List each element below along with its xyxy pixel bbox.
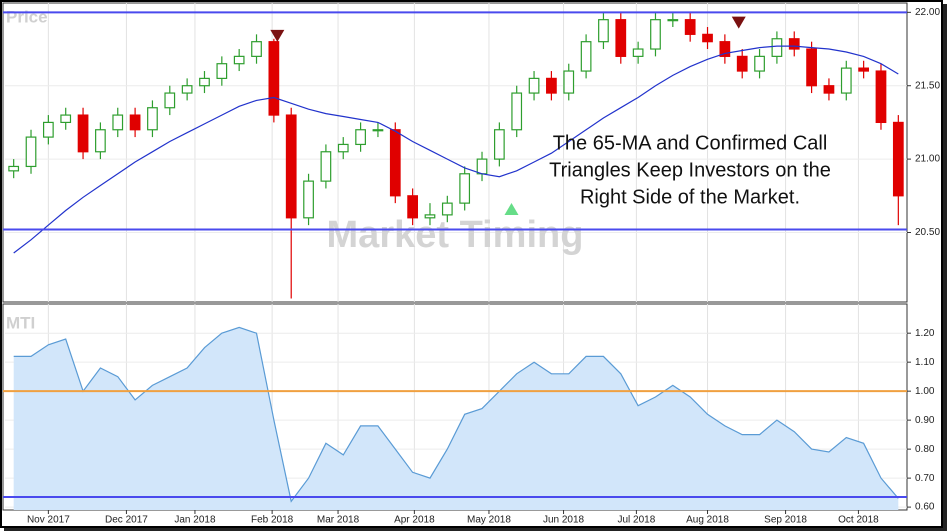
annotation: Triangles Keep Investors on the <box>549 159 831 181</box>
candle-body <box>147 107 158 131</box>
candle-body <box>129 114 141 131</box>
signal-triangle <box>731 16 746 29</box>
candle-body <box>459 173 471 204</box>
x-tick-label: Apr 2018 <box>394 515 435 526</box>
candle-body <box>580 41 592 72</box>
candle-body <box>875 70 887 124</box>
x-tick-label: Jul 2018 <box>617 515 655 526</box>
y-tick-label: 1.00 <box>915 386 935 397</box>
x-tick-label: May 2018 <box>467 515 511 526</box>
candle-body <box>546 77 557 94</box>
candle-body <box>771 38 783 57</box>
candle-body <box>667 19 679 22</box>
candle-body <box>441 202 453 216</box>
x-tick-label: Nov 2017 <box>27 515 70 526</box>
candle-body <box>95 129 106 153</box>
y-tick-label: 20.50 <box>915 227 940 238</box>
candle-body <box>823 85 835 94</box>
y-tick-label: 0.90 <box>915 415 935 426</box>
candle-body <box>615 19 627 57</box>
candle-body <box>251 41 262 57</box>
candle-body <box>511 92 523 131</box>
candle-body <box>702 33 713 43</box>
candle-body <box>268 41 280 116</box>
y-tick-label: 0.80 <box>915 444 935 455</box>
y-tick-label: 21.00 <box>915 154 940 165</box>
candle-body <box>806 48 817 87</box>
signal-triangle <box>504 203 519 216</box>
candle-body <box>216 63 228 79</box>
x-tick-label: Oct 2018 <box>838 515 879 526</box>
candle-body <box>598 19 609 43</box>
watermark: Market Timing <box>327 214 584 256</box>
x-tick-label: Mar 2018 <box>317 515 360 526</box>
candle-body <box>563 70 575 94</box>
candle-body <box>892 121 904 197</box>
signal-triangle <box>270 29 285 42</box>
candle-body <box>77 114 89 153</box>
area-fill <box>13 327 899 510</box>
candle-body <box>389 129 401 197</box>
candle-body <box>840 67 852 94</box>
candle-body <box>199 77 210 87</box>
candle-body <box>650 19 661 50</box>
panel <box>2 2 908 303</box>
candle-body <box>858 67 870 72</box>
annotation: Right Side of the Market. <box>580 186 800 208</box>
x-tick-label: Dec 2017 <box>105 515 148 526</box>
area-line <box>13 326 899 503</box>
annotation: The 65-MA and Confirmed Call <box>553 132 828 154</box>
candle-body <box>285 114 297 219</box>
candle-body <box>684 19 696 35</box>
candle-body <box>60 114 72 124</box>
candle-body <box>303 180 314 219</box>
candle-body <box>181 85 193 94</box>
y-tick-label: 1.10 <box>915 357 935 368</box>
candle-body <box>42 121 54 138</box>
panel-title: Price <box>6 7 48 26</box>
candle-body <box>407 195 419 219</box>
candle-body <box>25 136 37 168</box>
candle-body <box>493 129 505 160</box>
panel-title: MTI <box>6 313 35 332</box>
candle-body <box>719 41 731 57</box>
candle-body <box>355 129 366 146</box>
candle-body <box>233 55 245 65</box>
candle-body <box>754 55 765 72</box>
y-tick-label: 0.70 <box>915 473 935 484</box>
y-tick-label: 0.60 <box>915 502 935 513</box>
candle-body <box>372 129 384 132</box>
y-tick-label: 1.20 <box>915 328 935 339</box>
candle-body <box>424 214 436 219</box>
candle-body <box>632 48 644 57</box>
candle-body <box>476 158 488 175</box>
x-tick-label: Aug 2018 <box>686 515 729 526</box>
candle-body <box>337 143 349 153</box>
candle-body <box>164 92 176 109</box>
shadow <box>943 4 947 531</box>
moving-average <box>13 45 899 254</box>
shadow <box>4 528 944 531</box>
candle-body <box>528 77 540 94</box>
x-tick-label: Feb 2018 <box>251 515 294 526</box>
y-tick-label: 21.50 <box>915 80 940 91</box>
y-tick-label: 22.00 <box>915 7 940 18</box>
x-tick-label: Sep 2018 <box>764 515 807 526</box>
candle-body <box>112 114 124 131</box>
x-tick-label: Jun 2018 <box>543 515 585 526</box>
candle-body <box>736 55 748 72</box>
candle-body <box>8 165 20 172</box>
x-tick-label: Jan 2018 <box>174 515 216 526</box>
candle-body <box>788 38 800 50</box>
candle-body <box>320 151 332 182</box>
